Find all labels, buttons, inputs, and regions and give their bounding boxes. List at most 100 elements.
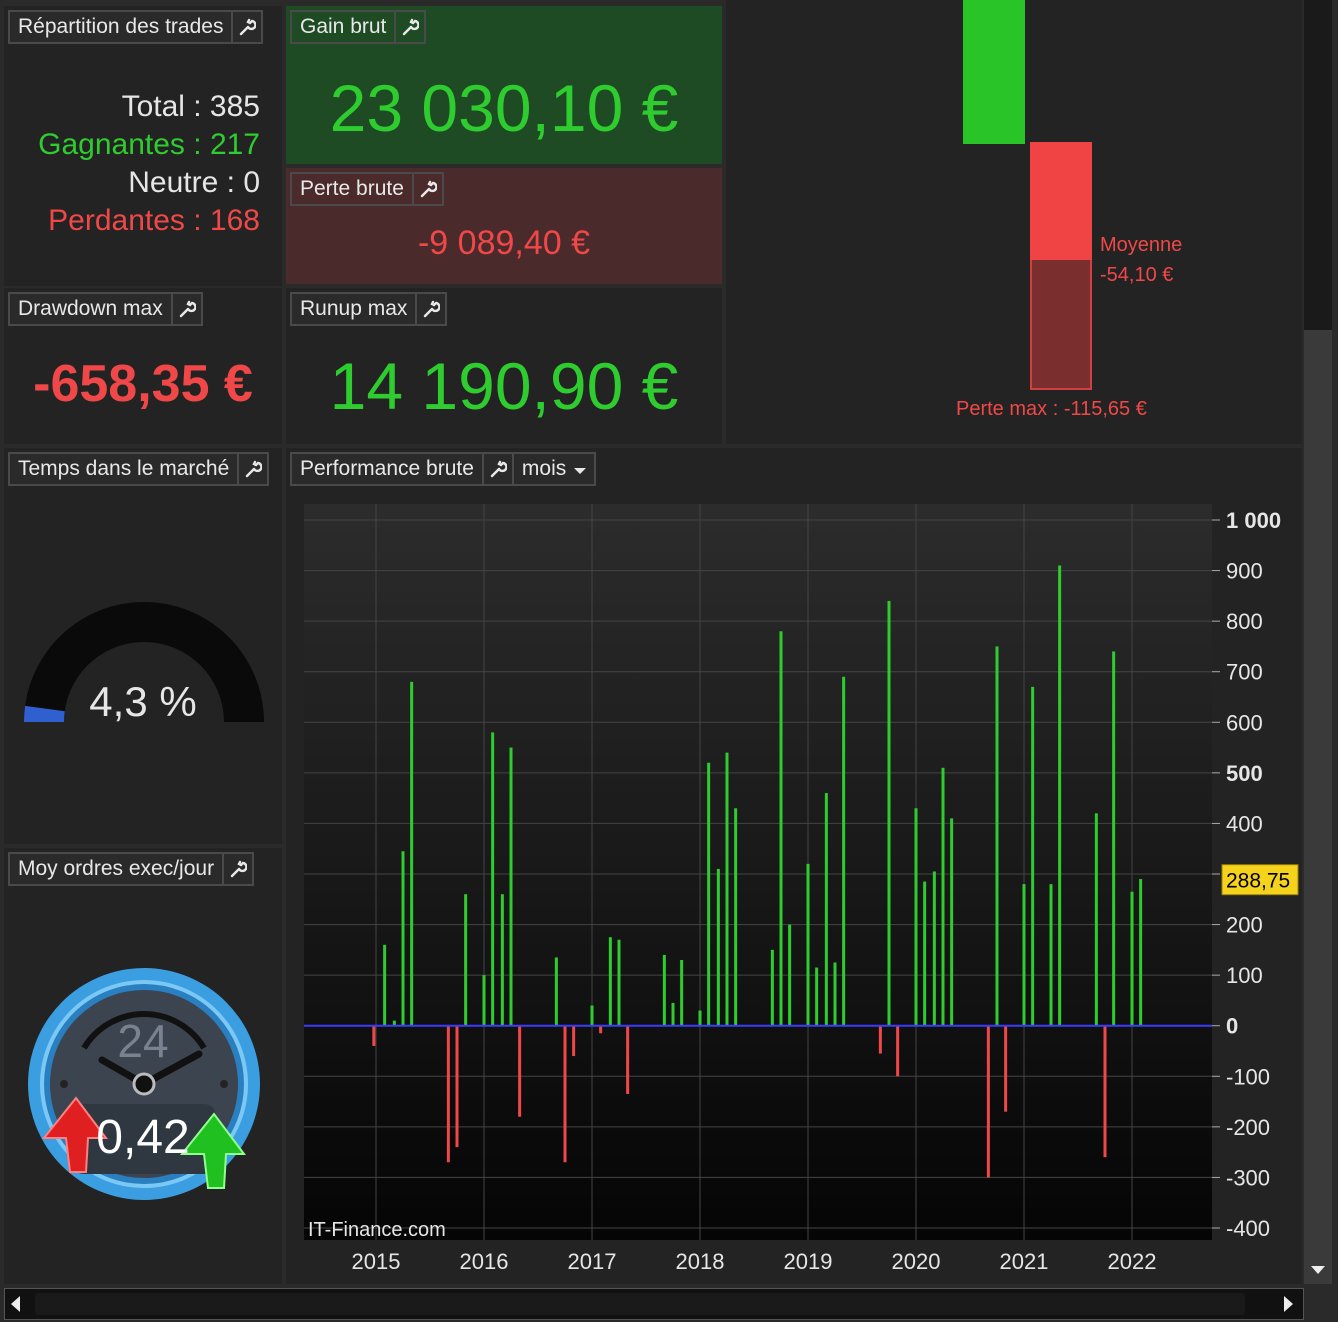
moyenne-label: Moyenne	[1100, 234, 1183, 256]
bar	[788, 924, 792, 1026]
wrench-icon[interactable]	[222, 854, 252, 884]
gain-brut-panel: Gain brut 23 030,10 €	[286, 6, 722, 164]
y-tick-label: 100	[1226, 963, 1263, 988]
time-in-market-gauge	[24, 602, 264, 722]
scroll-left-arrow-icon[interactable]	[11, 1296, 20, 1312]
up-arrow-icon	[179, 1112, 246, 1189]
bar	[491, 732, 495, 1026]
x-tick-label: 2022	[1108, 1249, 1157, 1274]
wrench-icon[interactable]	[415, 294, 445, 324]
bar	[878, 1025, 882, 1054]
bar	[509, 747, 513, 1026]
x-tick-label: 2015	[352, 1249, 401, 1274]
gain-bar	[963, 0, 1025, 144]
orders-dial	[28, 968, 260, 1200]
bar	[815, 967, 819, 1026]
bar	[1004, 1025, 1008, 1112]
y-tick-label: 0	[1226, 1014, 1238, 1039]
gain-brut-header: Gain brut	[290, 10, 427, 44]
bar	[626, 1025, 630, 1094]
bar	[725, 752, 729, 1026]
moyenne-value: -54,10 €	[1100, 264, 1174, 286]
period-dropdown[interactable]: mois	[511, 454, 594, 484]
losing-trades: Perdantes : 168	[48, 204, 260, 237]
bar	[608, 937, 612, 1026]
x-tick-label: 2018	[676, 1249, 725, 1274]
bar	[1130, 891, 1134, 1026]
runup-title: Runup max	[300, 297, 408, 320]
bar	[671, 1002, 675, 1026]
total-trades: Total : 385	[121, 90, 260, 123]
bar	[500, 894, 504, 1026]
bar	[372, 1025, 376, 1046]
y-tick-label: 500	[1226, 761, 1263, 786]
max-loss-bar	[1030, 260, 1092, 390]
scrollbar-thumb[interactable]	[1304, 0, 1332, 330]
bar	[599, 1025, 603, 1034]
x-tick-label: 2020	[892, 1249, 941, 1274]
neutral-trades: Neutre : 0	[128, 166, 260, 199]
bar	[770, 949, 774, 1026]
bar	[932, 871, 936, 1026]
bar	[518, 1025, 522, 1117]
ordres-header: Moy ordres exec/jour	[8, 852, 255, 886]
bar	[986, 1025, 990, 1178]
wrench-icon[interactable]	[394, 12, 424, 42]
y-tick-label: 200	[1226, 913, 1263, 938]
watermark: IT-Finance.com	[308, 1219, 446, 1241]
wrench-icon[interactable]	[231, 12, 261, 42]
bar	[446, 1025, 450, 1163]
y-tick-label: -100	[1226, 1064, 1270, 1089]
bar	[410, 681, 414, 1026]
vertical-scrollbar[interactable]	[1304, 0, 1332, 1284]
bar	[707, 762, 711, 1026]
y-tick-label: 800	[1226, 609, 1263, 634]
bar	[887, 600, 891, 1026]
bar	[734, 808, 738, 1026]
y-tick-label: -300	[1226, 1165, 1270, 1190]
y-tick-label: 900	[1226, 559, 1263, 584]
bar	[1094, 813, 1098, 1026]
temps-title: Temps dans le marché	[18, 457, 230, 480]
wrench-icon[interactable]	[170, 294, 201, 324]
bar	[995, 646, 999, 1026]
y-tick-label: 1 000	[1226, 508, 1281, 533]
ordres-title: Moy ordres exec/jour	[18, 857, 215, 880]
drawdown-value: -658,35 €	[33, 355, 253, 413]
bar	[1058, 565, 1062, 1026]
y-tick-label: 700	[1226, 660, 1263, 685]
ordres-panel: Moy ordres exec/jour 24 0,42	[4, 848, 282, 1284]
value-marker-label: 288,75	[1226, 870, 1290, 893]
x-tick-label: 2016	[460, 1249, 509, 1274]
wrench-icon[interactable]	[481, 454, 512, 484]
horizontal-scrollbar[interactable]	[4, 1288, 1304, 1320]
bar	[554, 957, 558, 1026]
bar	[698, 1010, 702, 1026]
wrench-icon[interactable]	[237, 454, 267, 484]
gain-brut-title: Gain brut	[300, 15, 387, 38]
bar	[833, 962, 837, 1026]
bar	[392, 1020, 396, 1026]
perte-brute-title: Perte brute	[300, 177, 404, 200]
runup-header: Runup max	[290, 292, 448, 326]
bar	[950, 818, 954, 1026]
bar	[716, 868, 720, 1026]
bar	[896, 1025, 900, 1077]
bar	[680, 959, 684, 1026]
dial-number: 24	[117, 1015, 169, 1067]
bar	[617, 939, 621, 1026]
bar	[1112, 651, 1116, 1026]
bar	[941, 767, 945, 1026]
scroll-right-arrow-icon[interactable]	[1284, 1296, 1293, 1312]
bar	[563, 1025, 567, 1163]
scrollbar-track[interactable]	[35, 1293, 1245, 1315]
avg-loss-bar	[1030, 142, 1092, 260]
bar	[1103, 1025, 1107, 1158]
wrench-icon[interactable]	[411, 174, 442, 204]
performance-title: Performance brute	[300, 457, 474, 480]
temps-header: Temps dans le marché	[8, 452, 270, 486]
scroll-down-arrow-icon[interactable]	[1304, 1256, 1332, 1284]
chevron-down-icon	[574, 467, 587, 474]
drawdown-header: Drawdown max	[8, 292, 203, 326]
x-tick-label: 2019	[784, 1249, 833, 1274]
